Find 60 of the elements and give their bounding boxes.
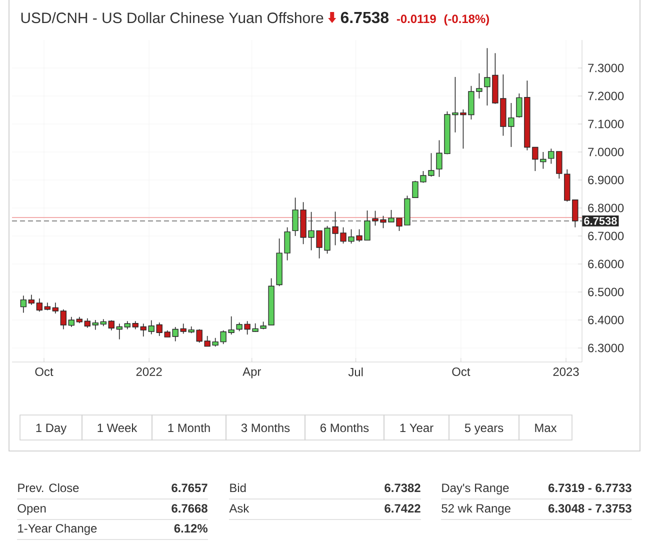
y-tick-label: 6.7000 <box>588 232 624 240</box>
candlestick <box>140 323 146 337</box>
text: 6.3048 - 7.3753 <box>548 504 632 513</box>
text: Bid <box>230 483 246 492</box>
text: 1 Day <box>36 424 67 434</box>
candlestick <box>172 326 178 342</box>
x-tick-label: Oct <box>35 368 54 376</box>
text: 1 Week <box>98 423 138 432</box>
candlestick <box>92 320 98 330</box>
candlestick <box>68 316 74 328</box>
candlestick <box>84 318 90 328</box>
text: 3 Months <box>241 423 290 432</box>
text: 1 Month <box>168 423 210 432</box>
text: 6.7319 - 6.7733 <box>548 484 632 492</box>
y-tick-label: 6.3000 <box>588 344 624 352</box>
y-tick-label: 7.3000 <box>588 64 624 72</box>
x-tick-label: 2022 <box>136 368 162 376</box>
candlestick <box>60 308 66 330</box>
candlestick <box>108 320 114 331</box>
y-tick-label: 6.5000 <box>588 288 624 296</box>
y-tick-label: 7.2000 <box>588 92 624 100</box>
y-tick-label: 6.9000 <box>588 176 624 184</box>
candlestick <box>156 322 162 336</box>
candlestick <box>116 323 122 340</box>
text: Max <box>535 424 557 432</box>
text: 6.7657 <box>172 484 208 492</box>
text: 6.7422 <box>384 504 420 513</box>
text: Prev. Close <box>18 483 79 492</box>
text: 5 years <box>464 424 504 434</box>
x-tick-label: Apr <box>242 368 261 378</box>
text: 6 Months <box>320 423 369 432</box>
text: Open <box>18 504 46 515</box>
ref-line-label: 6.7538 <box>584 217 617 225</box>
text: (-0.18%) <box>444 14 489 26</box>
text: -0.0119 <box>396 14 436 24</box>
chart-title: USD/CNH - US Dollar Chinese Yuan Offshore <box>21 12 324 24</box>
candlestick <box>36 298 43 312</box>
y-tick-label: 7.0000 <box>588 148 624 156</box>
candlestick <box>20 295 27 314</box>
x-tick-label: 2023 <box>553 368 579 376</box>
text: 52 wk Range <box>442 504 510 515</box>
text: 6.7668 <box>172 504 208 513</box>
candlestick <box>180 323 186 334</box>
text: 1-Year Change <box>18 524 97 535</box>
y-tick-label: 6.4000 <box>588 316 624 324</box>
y-tick-label: 6.6000 <box>588 260 624 268</box>
text: 1 Year <box>400 424 434 432</box>
candlestick <box>52 302 59 314</box>
x-tick-label: Oct <box>452 368 470 376</box>
text: Ask <box>229 504 250 513</box>
chart-subtitle: 6.7538 <box>340 12 389 24</box>
candlestick <box>148 320 154 335</box>
y-tick-label: 6.8000 <box>588 204 624 212</box>
text: Day's Range <box>442 484 509 494</box>
text: 6.12% <box>174 524 208 533</box>
x-tick-label: Jul <box>348 368 363 376</box>
y-tick-label: 7.1000 <box>588 120 624 128</box>
candlestick <box>196 328 202 344</box>
candlestick <box>28 294 35 306</box>
text: 6.7382 <box>384 484 420 492</box>
